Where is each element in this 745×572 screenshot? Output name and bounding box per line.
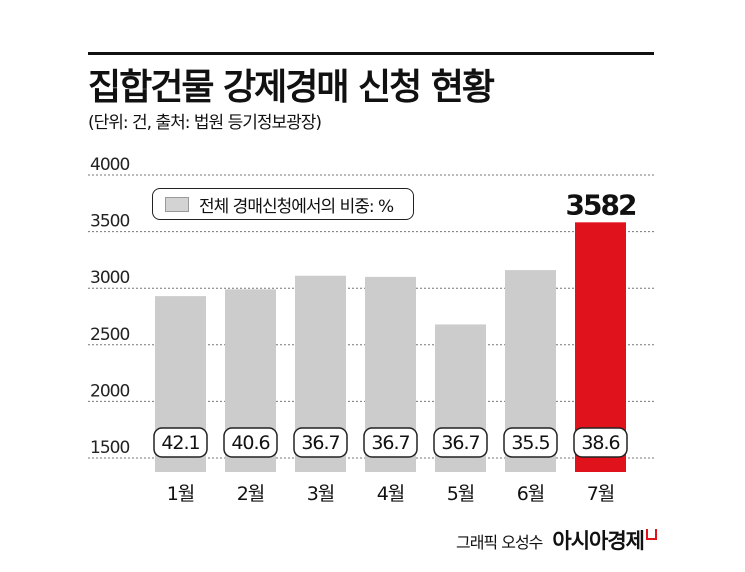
x-tick-label: 3월: [307, 483, 335, 505]
highlight-value-label: 3582: [566, 188, 636, 221]
x-tick-label: 6월: [517, 483, 545, 505]
x-tick-label: 5월: [447, 483, 475, 505]
y-tick-label: 3500: [90, 212, 129, 232]
x-tick-label: 7월: [587, 483, 615, 505]
y-axis-ticks: 1500 2000 2500 3000 3500 4000: [90, 155, 130, 458]
legend-swatch: [165, 196, 189, 212]
share-label: 42.1: [161, 432, 199, 454]
share-label-box: [223, 427, 278, 458]
share-label-box: [573, 427, 628, 458]
share-label-box: [433, 427, 488, 458]
legend: 전체 경매신청에서의 비중: %: [152, 188, 414, 220]
share-label: 38.6: [581, 432, 619, 454]
share-label-box: [293, 427, 348, 458]
y-tick-label: 2500: [90, 325, 129, 345]
share-label: 40.6: [231, 432, 269, 454]
share-label-box: [503, 427, 558, 458]
chart-subtitle: (단위: 건, 출처: 법원 등기정보광장): [88, 113, 322, 133]
x-tick-label: 1월: [167, 483, 195, 505]
x-tick-label: 4월: [377, 483, 405, 505]
share-label-box: [153, 427, 208, 458]
graphic-credit: 그래픽 오성수: [455, 533, 543, 552]
share-labels: 42.1 40.6 36.7 36.7 36.7 35.5 38.6: [153, 427, 628, 458]
y-tick-label: 1500: [90, 438, 129, 458]
chart-title: 집합건물 강제경매 신청 현황: [88, 67, 495, 108]
y-tick-label: 3000: [90, 268, 129, 288]
share-label-box: [363, 427, 418, 458]
brand-mark-icon: [646, 529, 657, 540]
share-label: 35.5: [511, 432, 549, 454]
legend-label: 전체 경매신청에서의 비중: %: [199, 196, 394, 217]
share-label: 36.7: [301, 432, 339, 454]
y-tick-label: 4000: [90, 155, 129, 175]
x-tick-label: 2월: [237, 483, 265, 505]
brand-logo: 아시아경제: [552, 529, 645, 553]
y-tick-label: 2000: [90, 381, 129, 401]
share-label: 36.7: [371, 432, 409, 454]
share-label: 36.7: [441, 432, 479, 454]
x-axis-labels: 1월 2월 3월 4월 5월 6월 7월: [167, 483, 616, 505]
top-rule: [88, 52, 654, 55]
footer: 그래픽 오성수 아시아경제: [456, 525, 657, 555]
